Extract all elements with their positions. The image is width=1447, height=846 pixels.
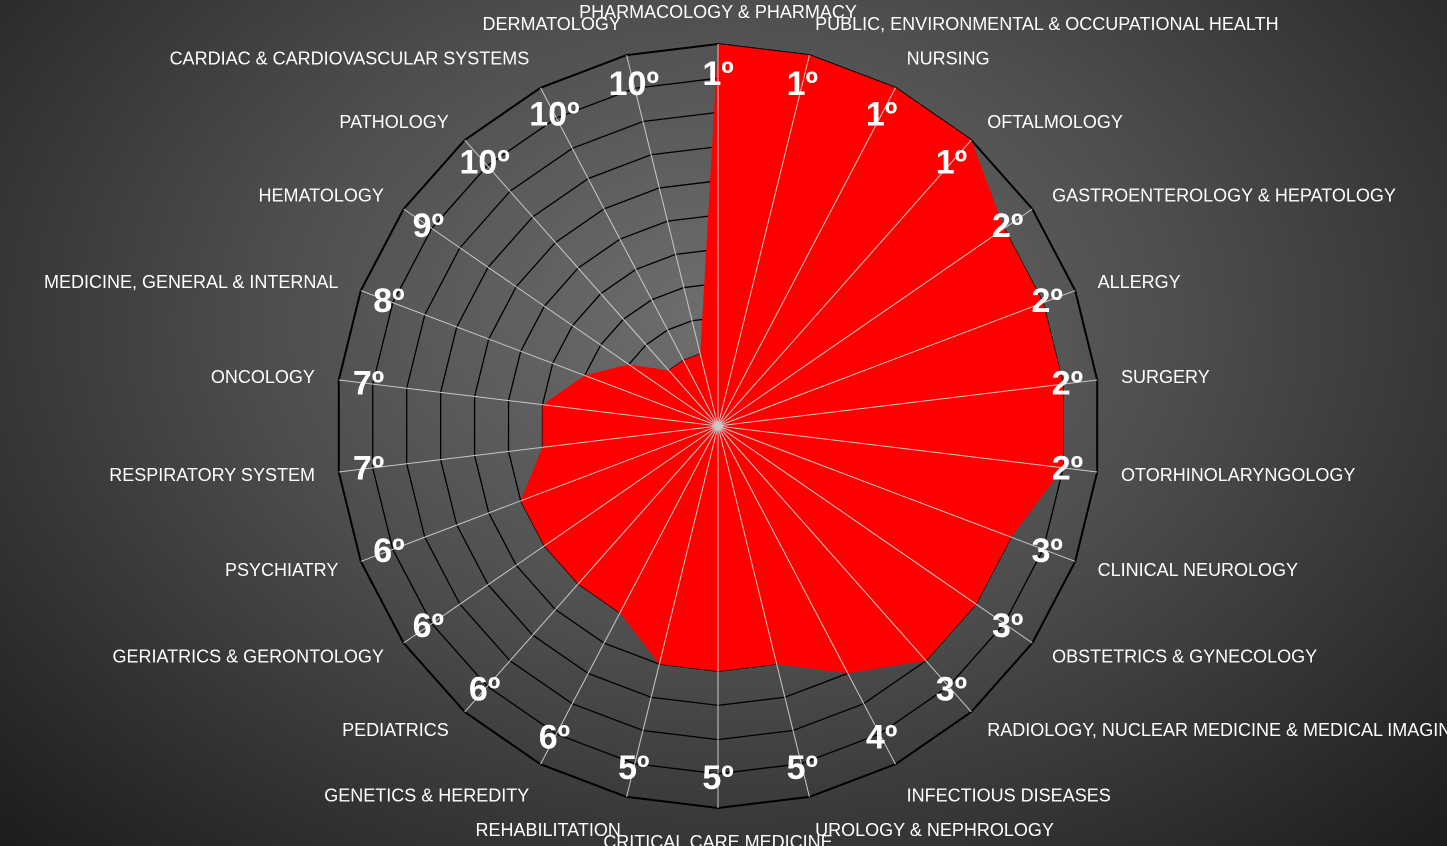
rank-label: 5º	[618, 749, 649, 787]
category-label: GASTROENTEROLOGY & HEPATOLOGY	[1052, 185, 1396, 205]
rank-label: 3º	[1031, 532, 1062, 570]
rank-labels: 1º 1º1º1º2º2º2º2º3º3º3º4º5º5º5º6º6º6º6º7º…	[353, 55, 1083, 797]
rank-label: 6º	[539, 719, 570, 757]
category-label: HEMATOLOGY	[259, 185, 384, 205]
rank-label: 1º	[936, 144, 967, 182]
rank-label: 2º	[1031, 282, 1062, 320]
category-label: MEDICINE, GENERAL & INTERNAL	[44, 272, 338, 292]
radar-spoke	[626, 54, 719, 427]
rank-label: 8º	[373, 282, 404, 320]
rank-label: 6º	[469, 670, 500, 708]
series-area	[520, 44, 1064, 674]
radar-spoke	[540, 425, 719, 765]
rank-label: 10º	[459, 144, 509, 182]
rank-label: 2º	[992, 207, 1023, 245]
category-label: CARDIAC & CARDIOVASCULAR SYSTEMS	[170, 49, 530, 69]
category-label: OTORHINOLARYNGOLOGY	[1121, 465, 1355, 485]
category-label: DERMATOLOGY	[482, 14, 620, 34]
radar-spoke	[360, 425, 719, 562]
rank-label: 9º	[413, 207, 444, 245]
category-label: CLINICAL NEUROLOGY	[1098, 560, 1298, 580]
category-label: OFTALMOLOGY	[987, 112, 1123, 132]
radar-spokes	[338, 44, 1098, 808]
rank-label: 1º	[866, 95, 897, 133]
radar-spoke	[717, 87, 896, 427]
rank-label: 7º	[353, 449, 384, 487]
category-label: PEDIATRICS	[342, 720, 449, 740]
radar-spoke	[626, 425, 719, 798]
rank-label: 7º	[353, 365, 384, 403]
radar-spoke	[717, 379, 1098, 427]
rank-label: 3º	[936, 670, 967, 708]
rank-label: 2º	[1052, 365, 1083, 403]
category-label: ONCOLOGY	[211, 367, 315, 387]
radar-spoke	[717, 54, 810, 427]
rank-label: 10º	[529, 95, 579, 133]
radar-spoke	[717, 290, 1076, 427]
rank-label: 3º	[992, 607, 1023, 645]
rank-label: 5º	[702, 759, 733, 797]
category-label: PATHOLOGY	[339, 112, 448, 132]
radar-spoke	[403, 208, 719, 427]
category-label: GENETICS & HEREDITY	[324, 785, 529, 805]
rank-label: 6º	[413, 607, 444, 645]
rank-label: 1º	[787, 65, 818, 103]
radar-spoke	[717, 425, 1033, 644]
rank-label: 2º	[1052, 449, 1083, 487]
rank-label: 4º	[866, 719, 897, 757]
radar-spoke	[717, 139, 972, 427]
category-label: SURGERY	[1121, 367, 1210, 387]
category-label: GERIATRICS & GERONTOLOGY	[112, 647, 383, 667]
category-label: RESPIRATORY SYSTEM	[109, 465, 315, 485]
rank-label: 10º	[609, 65, 659, 103]
radar-spoke	[717, 425, 1076, 562]
category-label: UROLOGY & NEPHROLOGY	[815, 820, 1054, 840]
category-label: OBSTETRICS & GYNECOLOGY	[1052, 647, 1317, 667]
category-label: REHABILITATION	[475, 820, 620, 840]
radar-spoke	[464, 139, 719, 427]
category-label: RADIOLOGY, NUCLEAR MEDICINE & MEDICAL IM…	[987, 720, 1447, 740]
category-label: PSYCHIATRY	[225, 560, 338, 580]
radar-spoke	[717, 425, 810, 798]
category-label: PUBLIC, ENVIRONMENTAL & OCCUPATIONAL HEA…	[815, 14, 1278, 34]
category-label: PHARMACOLOGY & PHARMACY	[579, 2, 857, 22]
radar-spoke	[338, 425, 719, 473]
radar-spoke	[717, 208, 1033, 427]
rank-label: 6º	[373, 532, 404, 570]
radar-spoke	[717, 425, 972, 713]
category-label: CRITICAL CARE MEDICINE	[603, 832, 832, 846]
category-label: INFECTIOUS DISEASES	[907, 785, 1111, 805]
rank-label: 5º	[787, 749, 818, 787]
radar-spoke	[717, 425, 896, 765]
rank-label: 1º	[702, 55, 733, 93]
category-label: NURSING	[907, 49, 990, 69]
radar-spoke	[717, 425, 1098, 473]
radar-spoke	[360, 290, 719, 427]
radar-spoke	[403, 425, 719, 644]
radar-spoke	[338, 379, 719, 427]
radar-spoke	[540, 87, 719, 427]
radar-area	[520, 44, 1064, 674]
radar-spoke	[464, 425, 719, 713]
category-label: ALLERGY	[1098, 272, 1181, 292]
